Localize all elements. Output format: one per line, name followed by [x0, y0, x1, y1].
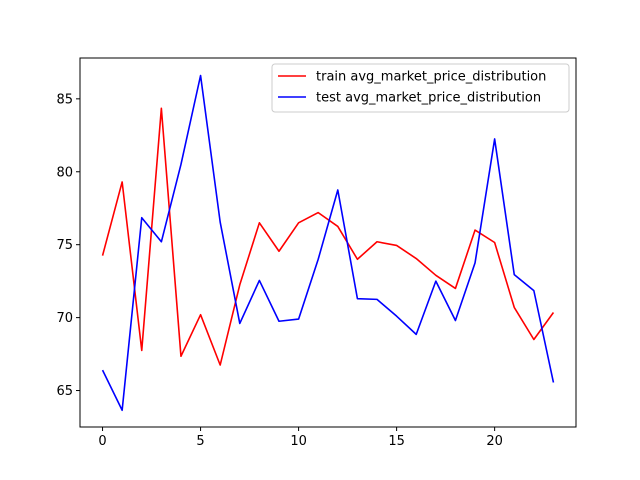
y-tick-label: 80 — [56, 165, 73, 180]
x-axis: 0 5 10 15 20 — [98, 427, 503, 449]
x-tick-label: 15 — [388, 434, 405, 449]
y-tick-label: 65 — [56, 384, 73, 399]
series-line-1 — [101, 74, 555, 412]
x-tick-label: 0 — [98, 434, 106, 449]
legend-label-1: test avg_market_price_distribution — [316, 91, 541, 106]
plot-frame — [79, 57, 577, 428]
plot-background — [80, 58, 576, 427]
x-tick-label: 10 — [290, 434, 307, 449]
legend: train avg_market_price_distributiontest … — [271, 63, 570, 113]
y-tick-label: 70 — [56, 311, 73, 326]
x-tick-label: 20 — [486, 434, 503, 449]
y-tick-label: 75 — [56, 238, 73, 253]
series-line-0 — [101, 107, 555, 366]
legend-label-0: train avg_market_price_distribution — [316, 70, 546, 85]
y-tick-label: 85 — [56, 92, 73, 107]
series-layer — [101, 74, 555, 412]
y-axis: 65 70 75 80 85 — [56, 92, 80, 399]
x-tick-label: 5 — [196, 434, 204, 449]
legend-box — [271, 63, 570, 113]
